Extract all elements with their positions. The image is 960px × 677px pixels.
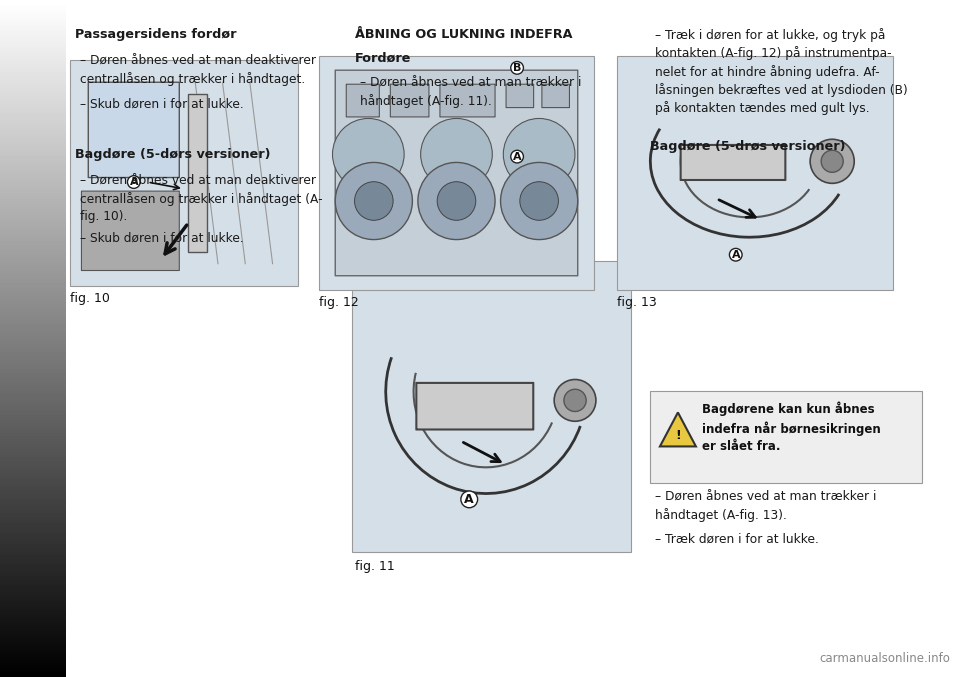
Circle shape bbox=[437, 181, 476, 220]
FancyBboxPatch shape bbox=[70, 60, 298, 286]
Text: fig. 10: fig. 10 bbox=[70, 292, 110, 305]
Circle shape bbox=[810, 139, 854, 183]
Text: A: A bbox=[513, 152, 521, 162]
Circle shape bbox=[335, 162, 413, 240]
FancyBboxPatch shape bbox=[335, 70, 578, 276]
Text: carmanualsonline.info: carmanualsonline.info bbox=[819, 652, 950, 665]
FancyBboxPatch shape bbox=[188, 93, 206, 253]
Text: Bagdøre (5-dørs versioner): Bagdøre (5-dørs versioner) bbox=[75, 148, 271, 161]
Text: fig. 12: fig. 12 bbox=[319, 296, 358, 309]
Text: – Døren åbnes ved at man deaktiverer
centrallåsen og trækker i håndtaget.: – Døren åbnes ved at man deaktiverer cen… bbox=[80, 55, 316, 87]
FancyBboxPatch shape bbox=[541, 84, 569, 108]
FancyBboxPatch shape bbox=[352, 261, 631, 552]
Text: – Døren åbnes ved at man trækker i
håndtaget (A-fig. 13).: – Døren åbnes ved at man trækker i håndt… bbox=[655, 491, 876, 522]
FancyBboxPatch shape bbox=[417, 383, 534, 429]
Circle shape bbox=[354, 181, 393, 220]
Text: B: B bbox=[513, 63, 521, 73]
Circle shape bbox=[420, 118, 492, 190]
Text: – Døren åbnes ved at man trækker i
håndtaget (A-fig. 11).: – Døren åbnes ved at man trækker i håndt… bbox=[360, 77, 582, 108]
FancyBboxPatch shape bbox=[617, 56, 893, 290]
FancyBboxPatch shape bbox=[440, 84, 495, 117]
Text: A: A bbox=[465, 493, 474, 506]
Text: A: A bbox=[130, 177, 138, 187]
Circle shape bbox=[503, 118, 575, 190]
Text: ÅBNING OG LUKNING INDEFRA: ÅBNING OG LUKNING INDEFRA bbox=[355, 28, 573, 41]
Text: 16: 16 bbox=[17, 639, 48, 659]
Circle shape bbox=[564, 389, 587, 412]
Text: – Skub døren i for at lukke.: – Skub døren i for at lukke. bbox=[80, 232, 244, 245]
Circle shape bbox=[418, 162, 495, 240]
Text: !: ! bbox=[675, 429, 681, 442]
Circle shape bbox=[500, 162, 578, 240]
Text: Fordøre: Fordøre bbox=[355, 52, 412, 65]
FancyBboxPatch shape bbox=[391, 84, 429, 117]
Text: – Døren åbnes ved at man deaktiverer
centrallåsen og trækker i håndtaget (A-
fig: – Døren åbnes ved at man deaktiverer cen… bbox=[80, 175, 323, 223]
Polygon shape bbox=[660, 412, 696, 446]
Text: fig. 11: fig. 11 bbox=[355, 560, 395, 573]
FancyBboxPatch shape bbox=[347, 84, 379, 117]
Text: Bagdøre (5-drøs versioner): Bagdøre (5-drøs versioner) bbox=[650, 140, 846, 153]
Circle shape bbox=[520, 181, 559, 220]
Text: Passagersidens fordør: Passagersidens fordør bbox=[75, 28, 236, 41]
FancyBboxPatch shape bbox=[88, 82, 180, 177]
Text: – Træk døren i for at lukke.: – Træk døren i for at lukke. bbox=[655, 533, 819, 546]
FancyBboxPatch shape bbox=[82, 191, 180, 271]
FancyBboxPatch shape bbox=[319, 56, 594, 290]
Text: fig. 13: fig. 13 bbox=[617, 296, 657, 309]
Circle shape bbox=[554, 380, 596, 421]
Text: – Træk i døren for at lukke, og tryk på
kontakten (A-fig. 12) på instrumentpa-
n: – Træk i døren for at lukke, og tryk på … bbox=[655, 28, 907, 115]
Circle shape bbox=[332, 118, 404, 190]
Text: A: A bbox=[732, 250, 740, 260]
FancyBboxPatch shape bbox=[650, 391, 922, 483]
Text: KENDSKAB TIL BILEN: KENDSKAB TIL BILEN bbox=[28, 87, 37, 211]
FancyBboxPatch shape bbox=[681, 145, 785, 180]
Circle shape bbox=[821, 150, 843, 173]
FancyBboxPatch shape bbox=[506, 84, 534, 108]
Text: – Skub døren i for at lukke.: – Skub døren i for at lukke. bbox=[80, 98, 244, 111]
Text: Bagdørene kan kun åbnes
indefra når børnesikringen
er slået fra.: Bagdørene kan kun åbnes indefra når børn… bbox=[702, 401, 880, 453]
